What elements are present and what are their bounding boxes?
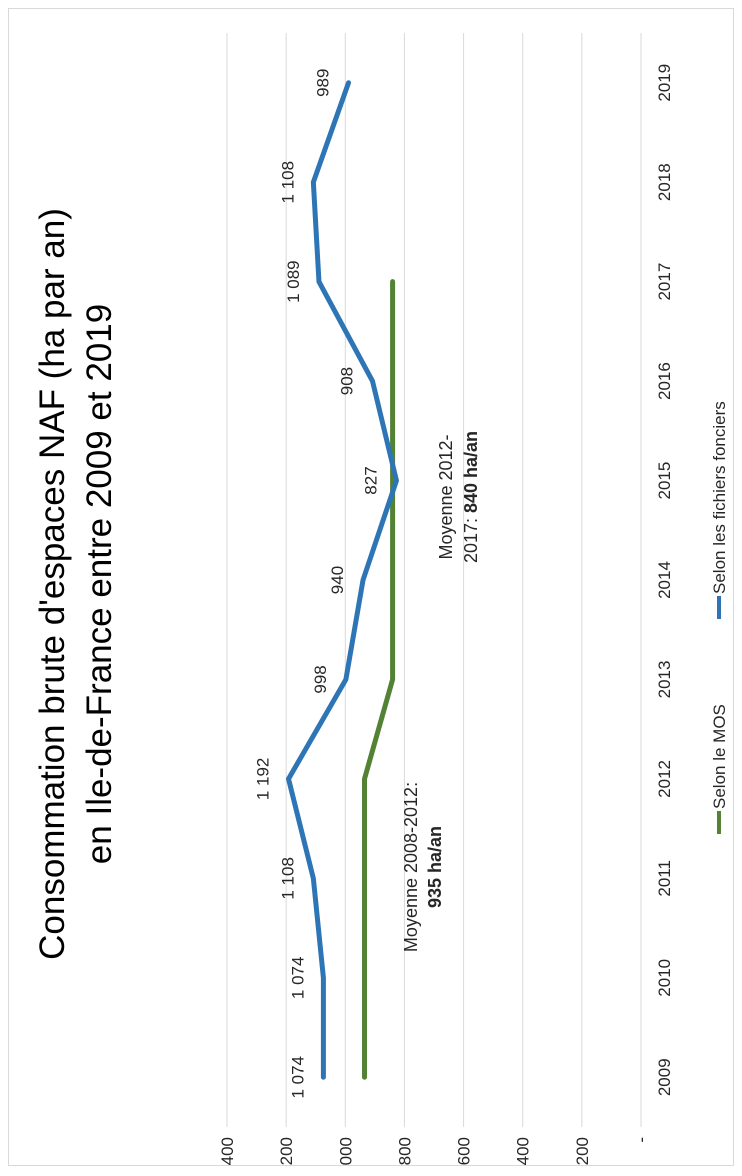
y-tick-label-0: -: [632, 1137, 651, 1143]
data-label-2011: 1 108: [278, 857, 297, 900]
y-tick-label-5: 1 000: [336, 1137, 355, 1167]
x-tick-label-2011: 2011: [655, 860, 674, 897]
legend-label-fichiers: Selon les fichiers fonciers: [710, 401, 729, 594]
x-tick-label-2015: 2015: [655, 462, 674, 500]
x-tick-label-2018: 2018: [655, 163, 674, 201]
data-label-2018: 1 108: [278, 161, 297, 204]
gridlines: [226, 33, 642, 1127]
x-tick-label-2014: 2014: [655, 561, 674, 599]
x-tick-label-2012: 2012: [655, 760, 674, 798]
annotation-mos-2008-2012: Moyenne 2008-2012:: [401, 782, 421, 952]
legend: Selon le MOS Selon les fichiers fonciers: [710, 401, 729, 834]
data-label-2017: 1 089: [284, 260, 303, 303]
data-label-2013: 998: [311, 665, 330, 693]
chart: - 200 400 600 800 1 000 1 200 1 400 2009 2010 201…: [33, 33, 729, 1167]
data-label-2016: 908: [337, 367, 356, 395]
data-labels: 1 074 1 074 1 108 1 192 998 940 827 908 1 089 1 1…: [254, 69, 381, 1099]
x-tick-label-2017: 2017: [655, 263, 674, 301]
chart-title-line1: Consommation brute d'espaces NAF (ha par…: [33, 208, 72, 960]
data-label-2019: 989: [314, 69, 333, 97]
x-axis-ticks: 2009 2010 2011 2012 2013 2014 2015 2016 2017 2018…: [655, 64, 674, 1096]
data-label-2012: 1 192: [254, 758, 273, 801]
annotation-mos-2012-2017-line2: 2017: 840 ha/an: [461, 431, 481, 563]
legend-label-mos: Selon le MOS: [710, 704, 729, 809]
y-tick-label-3: 600: [455, 1137, 474, 1165]
y-tick-label-2: 400: [514, 1137, 533, 1165]
x-tick-label-2019: 2019: [655, 64, 674, 102]
annotation-mos-2008-2012-text: Moyenne 2008-2012:: [401, 782, 421, 952]
y-tick-label-1: 200: [573, 1137, 592, 1165]
data-label-2015: 827: [361, 466, 380, 494]
data-label-2010: 1 074: [288, 957, 307, 1000]
data-label-2009: 1 074: [288, 1056, 307, 1099]
chart-frame: - 200 400 600 800 1 000 1 200 1 400 2009 2010 201…: [8, 8, 734, 1167]
series-lines: [286, 80, 399, 1080]
x-tick-label-2013: 2013: [655, 661, 674, 699]
series-line-fichiers-fonciers: [286, 80, 399, 1080]
series-line-mos: [362, 279, 396, 1080]
y-tick-label-4: 800: [395, 1137, 414, 1165]
x-tick-label-2016: 2016: [655, 362, 674, 400]
annotation-mos-2008-2012-value: 935 ha/an: [425, 826, 445, 908]
y-axis-ticks: - 200 400 600 800 1 000 1 200 1 400: [218, 1137, 651, 1167]
annotation-mos-2012-2017-text: Moyenne 2012-: [436, 434, 456, 559]
chart-title-line2: en Ile-de-France entre 2009 et 2019: [80, 304, 119, 864]
y-tick-label-7: 1 400: [218, 1137, 237, 1167]
x-tick-label-2010: 2010: [655, 959, 674, 997]
data-label-2014: 940: [328, 566, 347, 594]
annotation-mos-2012-2017: Moyenne 2012-: [436, 434, 456, 559]
annotation-mos-2012-2017-value: 840 ha/an: [461, 431, 481, 513]
rotated-chart-group: - 200 400 600 800 1 000 1 200 1 400 2009 2010 201…: [33, 33, 729, 1167]
x-tick-label-2009: 2009: [655, 1058, 674, 1096]
y-tick-label-6: 1 200: [277, 1137, 296, 1167]
annotation-mos-2012-2017-text2: 2017:: [461, 513, 481, 563]
